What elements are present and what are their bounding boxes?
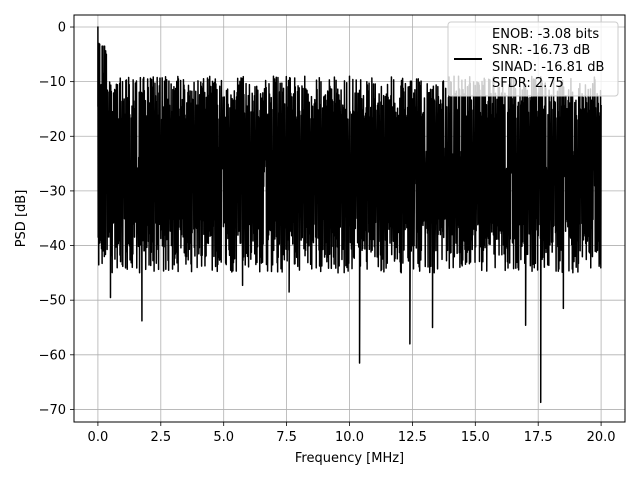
y-tick-label: −20 bbox=[39, 130, 66, 145]
x-tick-label: 15.0 bbox=[461, 430, 490, 445]
x-tick-label: 17.5 bbox=[524, 430, 553, 445]
legend-entry: SINAD: -16.81 dB bbox=[492, 60, 604, 75]
y-axis-ticks: 0 −10 −20 −30 −40 −50 −60 −70 bbox=[39, 21, 74, 418]
legend-entry: ENOB: -3.08 bits bbox=[492, 27, 599, 42]
x-tick-label: 20.0 bbox=[587, 430, 616, 445]
x-tick-label: 7.5 bbox=[276, 430, 297, 445]
plot-area bbox=[97, 26, 602, 404]
y-tick-label: −10 bbox=[39, 75, 66, 90]
y-tick-label: 0 bbox=[58, 21, 66, 36]
legend-box bbox=[447, 21, 619, 97]
x-tick-label: 0.0 bbox=[88, 430, 109, 445]
x-tick-label: 12.5 bbox=[398, 430, 427, 445]
y-tick-label: −50 bbox=[39, 294, 66, 309]
y-tick-label: −70 bbox=[39, 403, 66, 418]
psd-series-line bbox=[97, 26, 602, 404]
legend-entry: SNR: -16.73 dB bbox=[492, 43, 590, 58]
y-tick-label: −40 bbox=[39, 239, 66, 254]
x-axis-ticks: 0.0 2.5 5.0 7.5 10.0 12.5 15.0 17.5 20.0 bbox=[88, 422, 616, 445]
x-tick-label: 5.0 bbox=[213, 430, 234, 445]
x-axis-label: Frequency [MHz] bbox=[295, 451, 404, 466]
x-tick-label: 2.5 bbox=[150, 430, 171, 445]
legend: ENOB: -3.08 bits SNR: -16.73 dB SINAD: -… bbox=[447, 21, 619, 97]
x-tick-label: 10.0 bbox=[335, 430, 364, 445]
y-axis-label: PSD [dB] bbox=[14, 190, 29, 248]
y-tick-label: −60 bbox=[39, 348, 66, 363]
legend-entry: SFDR: 2.75 bbox=[492, 76, 564, 91]
y-tick-label: −30 bbox=[39, 184, 66, 199]
